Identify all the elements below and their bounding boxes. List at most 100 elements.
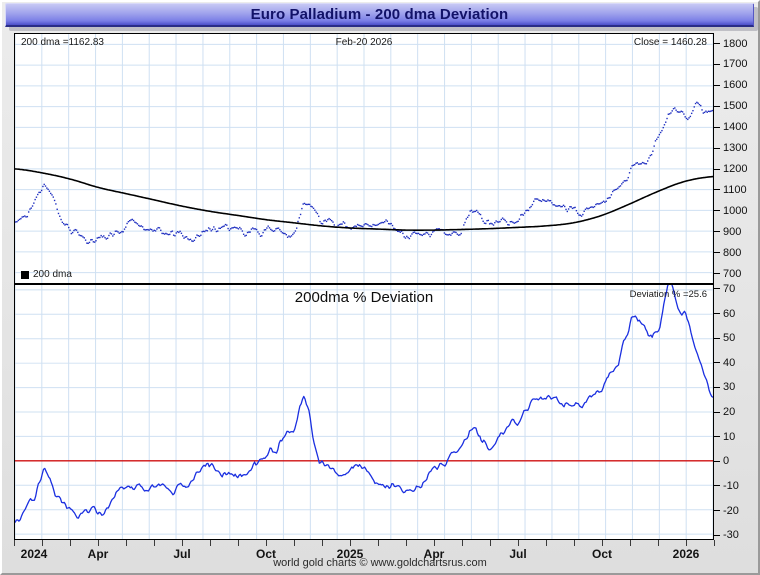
y-tick-mark-icon [714, 460, 720, 462]
y-tick-mark-icon [714, 436, 720, 438]
x-tick-mark-icon [378, 540, 379, 546]
x-tick-label: 2024 [20, 547, 48, 561]
y-tick-mark-icon [714, 510, 720, 511]
y-tick-label: 1300 [723, 142, 748, 154]
x-tick-mark-icon [686, 540, 687, 546]
price-chart-y-axis: 700 800 900 1000 1100 1200 1300 1400 1500 1600 170… [714, 33, 760, 284]
y-tick-mark-icon [714, 337, 720, 339]
y-tick-label: 1600 [723, 79, 748, 92]
x-tick-mark-icon [126, 540, 127, 546]
price-dma-value-label: 200 dma =1162.83 [21, 37, 104, 48]
y-tick-label: 30 [723, 381, 736, 394]
x-tick-mark-icon [630, 540, 631, 546]
y-tick-mark-icon [714, 252, 720, 254]
x-tick-mark-icon [546, 540, 547, 546]
x-tick-label: Oct [591, 547, 613, 561]
price-chart-gridlines [15, 34, 713, 283]
deviation-chart-y-axis: -30 -20 -10 0 10 20 30 40 50 60 70 [714, 282, 760, 542]
x-tick-mark-icon [406, 540, 407, 546]
y-tick-label: 50 [723, 332, 736, 345]
x-tick-label: Jul [509, 547, 527, 561]
y-tick-mark-icon [714, 105, 720, 107]
y-tick-mark-icon [714, 63, 720, 65]
x-tick-mark-icon [294, 540, 295, 546]
y-tick-label: 900 [723, 225, 742, 238]
y-tick-mark-icon [714, 273, 720, 274]
y-tick-mark-icon [714, 231, 720, 233]
deviation-value-label: Deviation % =25.6 [629, 289, 707, 300]
footer-credit: world gold charts © www.goldchartsrus.co… [273, 557, 487, 569]
y-tick-label: 60 [723, 307, 736, 320]
x-tick-label: Apr [423, 547, 445, 561]
y-tick-label: 20 [723, 406, 736, 418]
x-tick-mark-icon [154, 540, 155, 546]
x-tick-mark-icon [518, 540, 519, 546]
deviation-chart-panel[interactable]: 200dma % Deviation Deviation % =25.6 [14, 284, 714, 540]
deviation-chart-series [15, 285, 713, 523]
x-tick-mark-icon [210, 540, 211, 546]
price-chart-legend: 200 dma [21, 269, 72, 280]
y-tick-label: 40 [723, 356, 736, 369]
x-tick-mark-icon [266, 540, 267, 546]
y-tick-label: 800 [723, 246, 742, 259]
y-tick-label: 700 [723, 267, 742, 280]
window-title: Euro Palladium - 200 dma Deviation [250, 6, 509, 23]
price-chart-panel[interactable]: 200 dma =1162.83 Feb-20 2026 Close = 146… [14, 33, 714, 284]
price-chart-series [15, 101, 713, 245]
x-tick-mark-icon [98, 540, 99, 546]
x-tick-label: 2025 [336, 547, 364, 561]
legend-swatch-icon [21, 270, 29, 279]
x-tick-mark-icon [70, 540, 71, 546]
y-tick-label: 1400 [723, 121, 748, 134]
x-tick-mark-icon [42, 540, 43, 546]
y-tick-mark-icon [714, 485, 720, 487]
y-tick-mark-icon [714, 210, 720, 212]
x-tick-mark-icon [322, 540, 323, 546]
y-tick-label: -30 [723, 529, 739, 542]
x-tick-label: Apr [87, 547, 109, 561]
x-tick-mark-icon [714, 540, 715, 546]
x-tick-mark-icon [350, 540, 351, 546]
x-tick-mark-icon [182, 540, 183, 546]
y-tick-label: 70 [723, 282, 736, 295]
y-tick-mark-icon [714, 534, 720, 536]
x-tick-mark-icon [490, 540, 491, 546]
y-tick-mark-icon [714, 43, 720, 44]
x-tick-mark-icon [462, 540, 463, 546]
y-tick-mark-icon [714, 411, 720, 413]
y-tick-label: -20 [723, 504, 739, 517]
price-date-label: Feb-20 2026 [335, 37, 393, 48]
y-tick-mark-icon [714, 362, 720, 364]
x-tick-mark-icon [574, 540, 575, 546]
y-tick-mark-icon [714, 313, 720, 314]
y-tick-mark-icon [714, 288, 720, 290]
y-tick-mark-icon [714, 386, 720, 388]
y-tick-label: 1000 [723, 204, 748, 217]
y-tick-label: 1700 [723, 58, 748, 71]
price-close-value-label: Close = 1460.28 [633, 37, 707, 48]
y-tick-mark-icon [714, 147, 720, 149]
y-tick-label: 10 [723, 430, 736, 443]
y-tick-label: -10 [723, 479, 739, 492]
window-titlebar: Euro Palladium - 200 dma Deviation [5, 3, 754, 27]
x-tick-label: 2026 [672, 547, 700, 561]
x-tick-label: Jul [173, 547, 191, 561]
y-tick-label: 1100 [723, 183, 747, 196]
chart-x-axis: 2024 Apr Jul Oct 2025 Apr Jul Oct 2026 [14, 540, 715, 566]
deviation-chart-title: 200dma % Deviation [294, 289, 434, 306]
x-tick-mark-icon [658, 540, 659, 546]
x-tick-mark-icon [14, 540, 15, 546]
y-tick-label: 0 [723, 455, 730, 468]
y-tick-mark-icon [714, 189, 720, 191]
deviation-chart-gridlines [15, 285, 713, 539]
x-tick-mark-icon [238, 540, 239, 546]
y-tick-label: 1500 [723, 100, 748, 113]
y-tick-mark-icon [714, 126, 720, 128]
legend-label-200dma: 200 dma [33, 269, 72, 280]
y-tick-label: 1200 [723, 163, 748, 175]
x-tick-label: Oct [255, 547, 277, 561]
x-tick-mark-icon [602, 540, 603, 546]
y-tick-mark-icon [714, 168, 720, 170]
y-tick-label: 1800 [723, 37, 748, 50]
